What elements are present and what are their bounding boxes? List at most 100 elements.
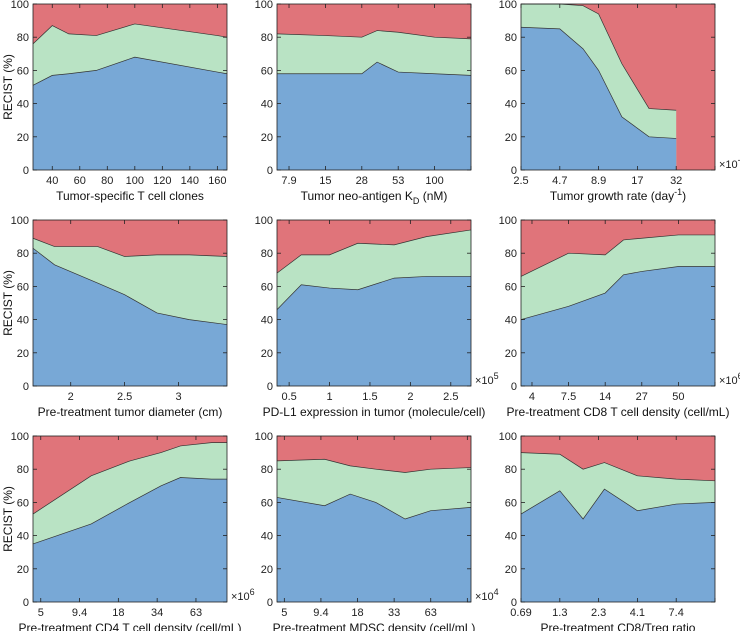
y-tick-label: 80 <box>261 464 273 476</box>
x-tick-label: 0.69 <box>510 607 531 619</box>
area-bottom-band <box>521 27 677 170</box>
y-tick-label: 80 <box>17 464 29 476</box>
y-tick-label: 40 <box>505 315 517 327</box>
boundary-line-upper <box>32 23 228 45</box>
y-tick-label: 80 <box>505 464 517 476</box>
plot-frame <box>520 219 716 387</box>
panel-cd4-density: 0 20 40 60 80 100 5 9.4 18 34 63 ×106 Pre-treatment … <box>1 431 255 631</box>
y-tick-label: 60 <box>505 497 517 509</box>
boundary-line-upper <box>520 452 716 482</box>
y-tick-label: 20 <box>17 348 29 360</box>
x-tick-label: 7.4 <box>669 607 684 619</box>
y-tick-label: 0 <box>267 381 273 393</box>
y-tick-label: 40 <box>261 531 273 543</box>
area-bottom-band <box>521 489 715 602</box>
x-axis-label: Pre-treatment CD8/Treg ratio <box>541 621 696 631</box>
x-tick-label: 28 <box>356 175 368 187</box>
boundary-line-lower <box>520 266 715 320</box>
x-tick-label: 18 <box>351 607 363 619</box>
boundary-line-upper <box>276 458 472 473</box>
plot-frame <box>276 219 472 387</box>
x-tick-label: 1 <box>326 391 332 403</box>
x-tick-label: 15 <box>319 175 331 187</box>
boundary-line-lower <box>276 276 471 310</box>
boundary-line-upper <box>520 234 715 277</box>
y-tick-label: 80 <box>17 32 29 44</box>
x-tick-label: 1.5 <box>362 391 377 403</box>
x-tick-label: 8.9 <box>591 175 606 187</box>
x-axis-label: Pre-treatment MDSC density (cell/mL) <box>273 621 476 631</box>
x-tick-label: 0.5 <box>281 391 296 403</box>
boundary-line-upper <box>276 30 472 40</box>
y-tick-label: 40 <box>505 531 517 543</box>
y-tick-label: 40 <box>261 99 273 111</box>
y-tick-label: 0 <box>511 381 517 393</box>
y-tick-label: 0 <box>511 597 517 609</box>
y-tick-label: 60 <box>505 65 517 77</box>
plot-frame <box>32 3 228 171</box>
y-tick-label: 40 <box>17 99 29 111</box>
x-axis-label: Pre-treatment CD4 T cell density (cell/m… <box>19 621 242 631</box>
x-tick-label: 2.5 <box>117 391 132 403</box>
y-tick-label: 40 <box>261 315 273 327</box>
y-tick-label: 20 <box>261 564 273 576</box>
x-tick-label: 7.9 <box>281 175 296 187</box>
y-tick-label: 20 <box>505 132 517 144</box>
y-tick-label: 100 <box>255 215 273 227</box>
area-bottom-band <box>277 62 471 170</box>
plot-frame <box>520 3 716 171</box>
panel-mdsc-density: 0 20 40 60 80 100 5 9.4 18 33 63 ×104 Pre-treatment … <box>255 431 499 631</box>
x-tick-label: 9.4 <box>72 607 87 619</box>
plot-frame <box>276 3 472 171</box>
x-tick-label: 63 <box>425 607 437 619</box>
y-tick-label: 20 <box>261 132 273 144</box>
y-tick-label: 80 <box>505 248 517 260</box>
x-tick-label: 100 <box>126 175 144 187</box>
boundary-line-upper <box>32 442 227 515</box>
y-tick-label: 0 <box>23 165 29 177</box>
x-exponent-label: ×106 <box>719 371 740 387</box>
boundary-line-lower <box>32 247 228 325</box>
panel-growth-rate: 0 20 40 60 80 100 2.5 4.7 8.9 17 32 ×10-3 Tumor grow… <box>499 0 740 203</box>
panel-cd8-density: 0 20 40 60 80 100 4 7.5 14 27 50 ×106 Pre-treatment … <box>499 215 740 419</box>
y-tick-label: 60 <box>261 65 273 77</box>
boundary-line-upper <box>32 237 228 257</box>
y-tick-label: 40 <box>17 315 29 327</box>
panel-cd8-treg-ratio: 0 20 40 60 80 100 0.69 1.3 2.3 4.1 7.4 Pre-treatmen… <box>499 431 716 631</box>
x-tick-label: 2.5 <box>443 391 458 403</box>
x-tick-label: 34 <box>151 607 163 619</box>
boundary-line-lower <box>32 477 227 545</box>
x-exponent-label: ×105 <box>475 371 499 387</box>
y-tick-label: 20 <box>17 564 29 576</box>
x-axis-label: Tumor-specific T cell clones <box>56 189 204 203</box>
x-tick-label: 60 <box>74 175 86 187</box>
x-tick-label: 3 <box>175 391 181 403</box>
y-tick-label: 100 <box>255 431 273 443</box>
x-tick-label: 2 <box>407 391 413 403</box>
boundary-line-upper <box>276 229 472 274</box>
area-bottom-band <box>521 266 715 386</box>
x-tick-label: 7.5 <box>561 391 576 403</box>
y-tick-label: 100 <box>499 0 517 11</box>
y-tick-label: 0 <box>23 597 29 609</box>
y-tick-label: 20 <box>261 348 273 360</box>
x-tick-label: 27 <box>636 391 648 403</box>
x-axis-label: PD-L1 expression in tumor (molecule/cell… <box>263 405 486 419</box>
x-tick-label: 18 <box>112 607 124 619</box>
y-tick-label: 80 <box>261 248 273 260</box>
area-bottom-band <box>33 248 227 386</box>
x-tick-label: 140 <box>181 175 199 187</box>
x-tick-label: 100 <box>425 175 443 187</box>
area-bottom-band <box>277 494 471 602</box>
y-tick-label: 100 <box>11 215 29 227</box>
x-tick-label: 40 <box>46 175 58 187</box>
y-tick-label: 100 <box>11 0 29 11</box>
y-tick-label: 0 <box>511 165 517 177</box>
area-bottom-band <box>277 276 471 386</box>
x-tick-label: 2 <box>68 391 74 403</box>
x-tick-label: 9.4 <box>313 607 328 619</box>
x-exponent-label: ×104 <box>475 587 499 603</box>
y-tick-label: 60 <box>505 281 517 293</box>
x-tick-label: 4.7 <box>552 175 567 187</box>
